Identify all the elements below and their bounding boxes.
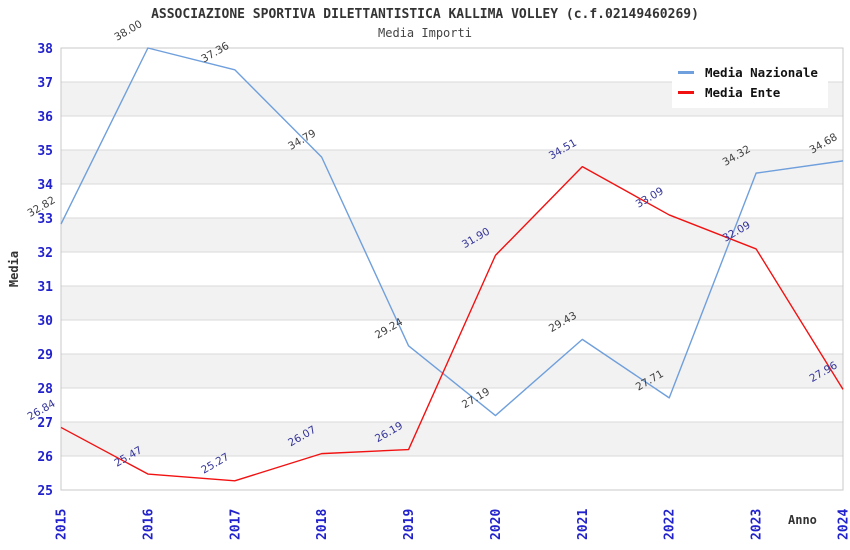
y-tick-label: 30 xyxy=(37,314,53,329)
y-tick-label: 38 xyxy=(37,42,53,57)
x-tick-label: 2021 xyxy=(576,509,591,540)
legend-item-media-nazionale: Media Nazionale xyxy=(678,62,818,82)
background-band xyxy=(61,218,843,252)
y-tick-label: 34 xyxy=(37,178,53,193)
y-axis-title: Media xyxy=(7,250,21,288)
legend-dash-icon xyxy=(678,70,694,74)
y-tick-label: 25 xyxy=(37,484,53,499)
x-tick-label: 2023 xyxy=(750,509,765,540)
x-tick-label: 2024 xyxy=(837,509,850,540)
x-tick-label: 2019 xyxy=(402,509,417,540)
y-tick-label: 33 xyxy=(37,212,53,227)
x-tick-label: 2016 xyxy=(141,509,156,540)
x-tick-label: 2017 xyxy=(228,509,243,540)
background-band xyxy=(61,150,843,184)
data-label: 37.36 xyxy=(199,40,231,66)
data-label: 27.19 xyxy=(460,386,492,411)
legend: Media Nazionale Media Ente xyxy=(672,58,828,108)
y-tick-label: 37 xyxy=(37,76,53,91)
x-tick-label: 2020 xyxy=(489,509,504,540)
legend-label: Media Nazionale xyxy=(705,64,818,80)
legend-label: Media Ente xyxy=(705,84,781,100)
x-tick-label: 2018 xyxy=(315,509,330,540)
y-tick-label: 32 xyxy=(37,246,53,261)
x-axis-title: Anno xyxy=(788,513,817,527)
series-line-media-ente xyxy=(60,165,844,482)
y-tick-label: 26 xyxy=(37,450,53,465)
chart-title: ASSOCIAZIONE SPORTIVA DILETTANTISTICA KA… xyxy=(151,7,699,22)
y-tick-label: 29 xyxy=(37,348,53,363)
x-tick-label: 2022 xyxy=(663,509,678,540)
background-band xyxy=(61,354,843,388)
background-band xyxy=(61,286,843,320)
y-tick-label: 35 xyxy=(37,144,53,159)
chart-subtitle: Media Importi xyxy=(378,26,472,40)
y-tick-label: 36 xyxy=(37,110,53,125)
background-band xyxy=(61,422,843,456)
y-tick-label: 28 xyxy=(37,382,53,397)
legend-item-media-ente: Media Ente xyxy=(678,82,818,102)
legend-dash-icon xyxy=(678,90,694,94)
series-line-media-nazionale xyxy=(60,47,844,417)
x-tick-label: 2015 xyxy=(55,509,70,540)
data-label: 33.09 xyxy=(634,185,666,210)
y-tick-label: 27 xyxy=(37,416,53,431)
plot-border xyxy=(60,47,844,491)
y-tick-label: 31 xyxy=(37,280,53,295)
